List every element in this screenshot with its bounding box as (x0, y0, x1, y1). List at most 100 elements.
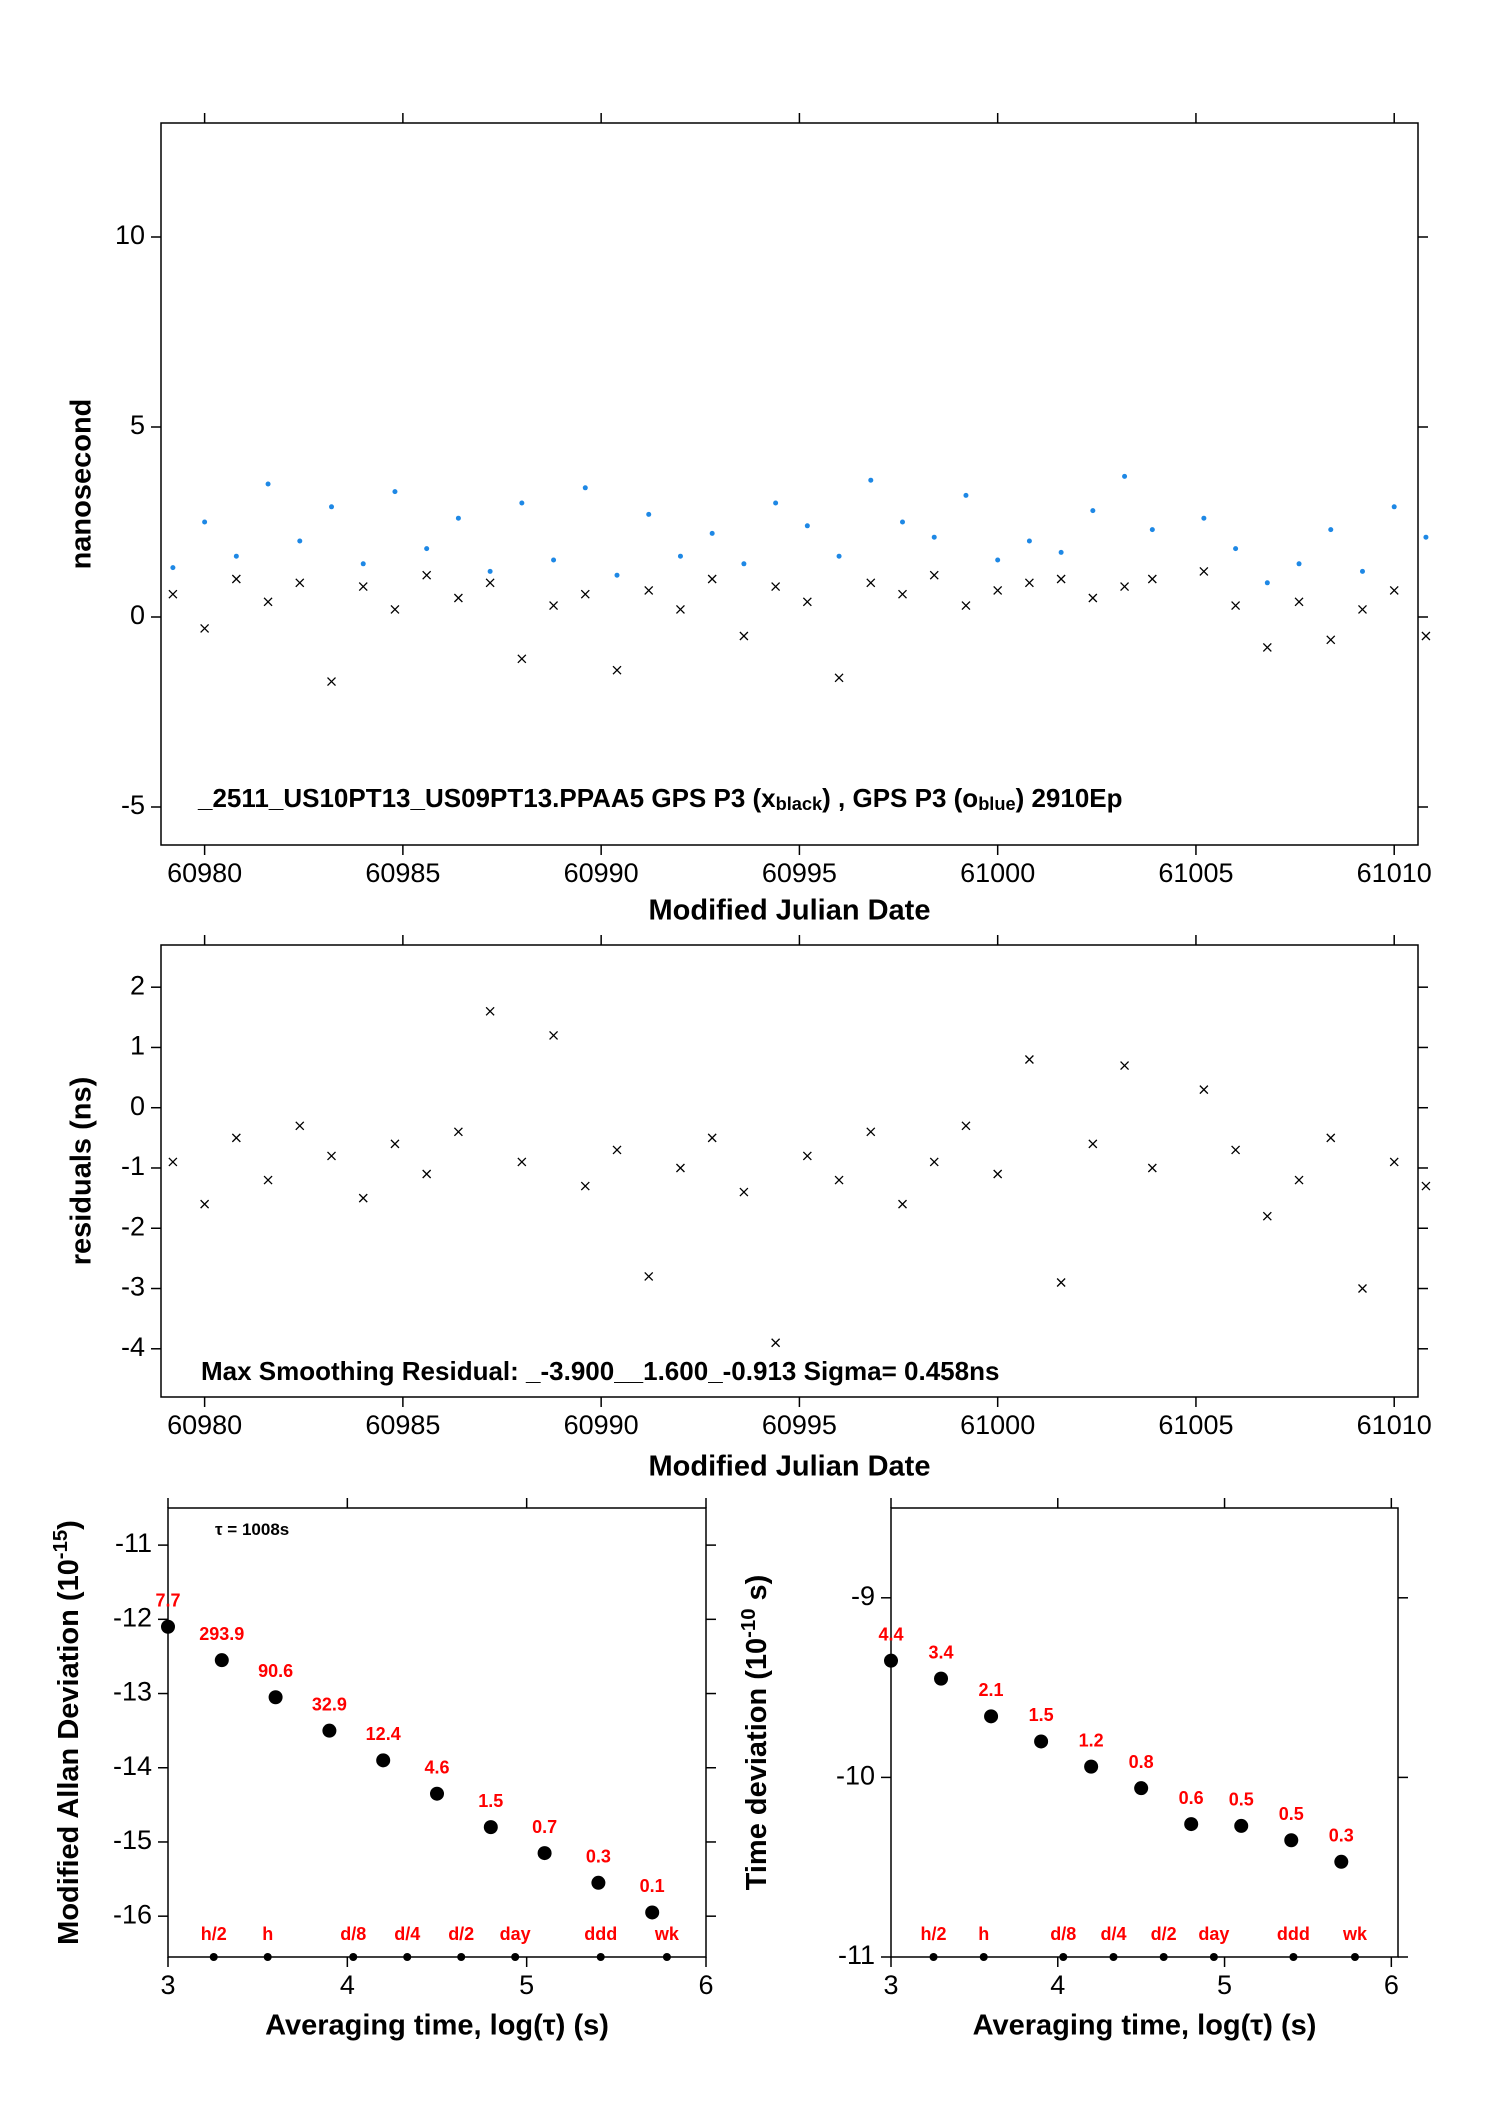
point (771, 1338, 781, 1348)
y-tick-label: -11 (838, 1940, 875, 1970)
point (1199, 1085, 1209, 1095)
point (993, 585, 1003, 595)
tau-marker (349, 1953, 358, 1961)
point (1184, 1817, 1199, 1832)
point (1234, 1818, 1249, 1833)
value-label: 7.7 (155, 1590, 180, 1610)
point (1024, 578, 1034, 588)
point (802, 597, 812, 607)
tau-label: h (262, 1924, 273, 1944)
tau-label: h/2 (201, 1924, 227, 1944)
y-axis-title: nanosecond (66, 399, 98, 570)
plot-frame (160, 122, 1419, 846)
point (1284, 1833, 1299, 1848)
point (1199, 566, 1209, 576)
point (1120, 582, 1130, 592)
value-label: 4.4 (878, 1624, 903, 1644)
point (358, 582, 368, 592)
point (1084, 1759, 1099, 1774)
value-label: 32.9 (312, 1694, 347, 1714)
point (358, 1193, 368, 1203)
point (455, 515, 461, 521)
x-tick-label: 4 (340, 1970, 355, 2000)
point (1231, 601, 1241, 611)
annotation: _2511_US10PT13_US09PT13.PPAA5 GPS P3 (xb… (197, 783, 1123, 814)
point (645, 1905, 660, 1920)
point (517, 654, 527, 664)
point (961, 1121, 971, 1131)
point (390, 1139, 400, 1149)
point (868, 477, 874, 483)
tau-marker (1209, 1953, 1218, 1961)
text-part: ) (53, 1520, 85, 1530)
point (170, 565, 176, 571)
point (993, 1169, 1003, 1179)
x-tick-label: 6 (698, 1970, 713, 2000)
point (1296, 561, 1302, 567)
text-part: s) (741, 1575, 773, 1609)
point (297, 538, 303, 544)
value-label: 0.3 (1329, 1826, 1354, 1846)
x-axis-title: Modified Julian Date (649, 1451, 931, 1483)
point (1391, 504, 1397, 510)
y-tick-label: -12 (113, 1602, 152, 1632)
y-axis-title: residuals (ns) (66, 1077, 98, 1266)
point (866, 578, 876, 588)
point (1389, 585, 1399, 595)
point (265, 481, 271, 487)
point (963, 492, 969, 498)
y-tick-label: 0 (130, 1091, 145, 1121)
point (1058, 549, 1064, 555)
y-tick-label: -10 (836, 1761, 875, 1791)
point (390, 604, 400, 614)
point (1358, 1284, 1367, 1293)
point (214, 1653, 229, 1668)
x-tick-label: 60985 (365, 858, 440, 888)
tau-marker (596, 1953, 605, 1961)
tau-marker (263, 1953, 272, 1961)
point (884, 1653, 898, 1668)
point (161, 1619, 175, 1634)
point (1024, 1055, 1034, 1064)
y-tick-label: -9 (851, 1581, 875, 1611)
point (295, 578, 305, 588)
point (168, 589, 178, 599)
text-part: ) , GPS P3 (o (822, 783, 978, 813)
point (1358, 604, 1367, 614)
y-tick-label: -13 (113, 1677, 152, 1707)
point (1389, 1157, 1399, 1167)
point (268, 1690, 283, 1705)
y-tick-label: -4 (121, 1332, 145, 1362)
tau-marker (1159, 1953, 1168, 1961)
point (519, 500, 525, 506)
tau-marker (209, 1953, 218, 1961)
tau-label: ddd (584, 1924, 617, 1944)
point (709, 530, 715, 536)
text-part: _2511_US10PT13_US09PT13.PPAA5 GPS P3 (x (197, 783, 776, 813)
x-tick-label: 5 (519, 1970, 534, 2000)
point (580, 1181, 590, 1191)
point (1201, 515, 1207, 521)
point (1147, 1163, 1157, 1173)
point (1233, 546, 1239, 552)
point (1122, 473, 1128, 479)
point (1423, 534, 1429, 540)
point (200, 623, 210, 633)
point (1149, 527, 1155, 533)
x-tick-label: 61000 (960, 1410, 1035, 1440)
text-part: black (776, 794, 823, 814)
value-label: 90.6 (258, 1661, 293, 1681)
y-tick-label: 10 (115, 220, 145, 250)
tau-marker (1350, 1953, 1359, 1961)
point (834, 1175, 844, 1185)
tau-label: d/4 (1100, 1924, 1126, 1944)
x-tick-label: 60980 (167, 858, 242, 888)
value-label: 293.9 (199, 1624, 244, 1644)
x-tick-label: 6 (1384, 1970, 1399, 2000)
x-tick-label: 61010 (1357, 858, 1432, 888)
point (646, 511, 652, 517)
point (233, 553, 239, 559)
x-tick-label: 61010 (1357, 1410, 1432, 1440)
y-tick-label: 0 (130, 600, 145, 630)
